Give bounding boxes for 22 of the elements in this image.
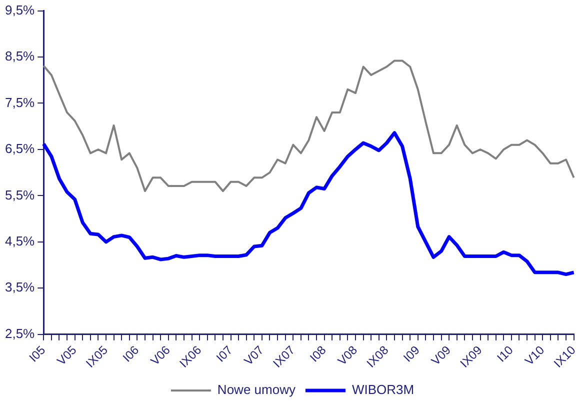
x-tick-label: V08 xyxy=(334,342,360,368)
y-tick-label: 3,5% xyxy=(4,280,36,295)
x-tick-label: V10 xyxy=(522,342,548,368)
y-tick-label: 2,5% xyxy=(4,326,36,341)
y-tick-label: 9,5% xyxy=(4,2,36,18)
y-tick-label: 6,5% xyxy=(4,141,36,156)
y-tick-label: 5,5% xyxy=(4,187,36,202)
x-tick-label: I08 xyxy=(307,342,330,365)
x-tick-label: V09 xyxy=(428,342,454,368)
x-tick-label: I09 xyxy=(400,342,423,365)
x-tick-label: V06 xyxy=(148,342,174,368)
x-tick-label: I06 xyxy=(120,342,142,365)
y-tick-label: 7,5% xyxy=(4,94,36,110)
legend-label: Nowe umowy xyxy=(217,382,296,398)
x-tick-label: I05 xyxy=(26,342,48,365)
x-tick-label: V07 xyxy=(241,342,267,368)
y-tick-label: 8,5% xyxy=(4,48,36,64)
x-tick-label: I10 xyxy=(494,342,516,365)
legend-label: WIBOR3M xyxy=(352,382,414,398)
x-tick-label: I07 xyxy=(214,342,236,365)
y-tick-label: 4,5% xyxy=(4,233,36,248)
x-tick-label: V05 xyxy=(54,342,80,368)
